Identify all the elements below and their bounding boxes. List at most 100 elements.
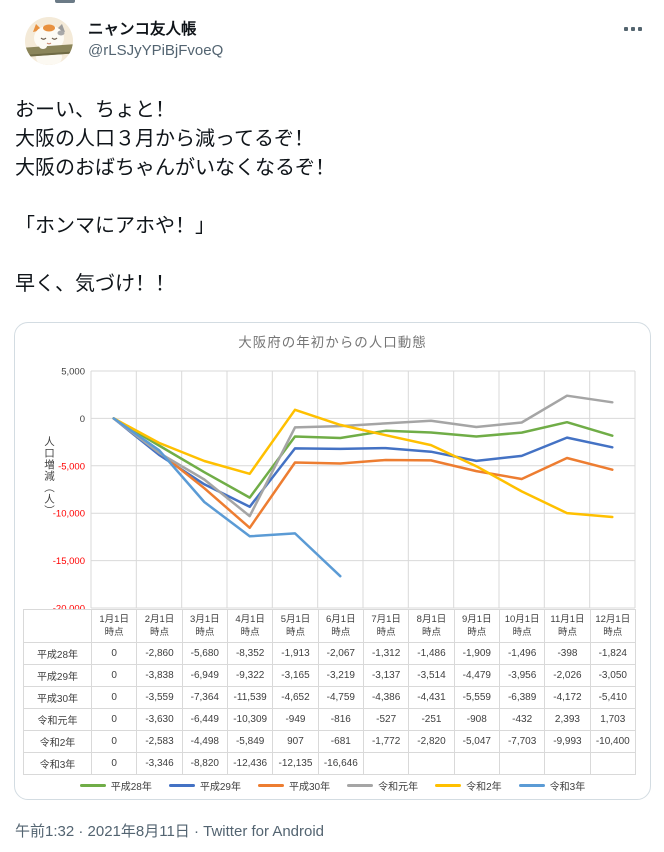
legend-line-swatch [258, 784, 284, 787]
more-button[interactable] [620, 23, 646, 35]
x-axis-label: 10月1日 時点 [498, 609, 546, 643]
value-cell: -2,067 [317, 642, 364, 665]
y-axis-tick-label: 0 [80, 414, 85, 425]
value-cell: -3,165 [272, 664, 319, 687]
series-row-label: 平成29年 [23, 664, 92, 687]
value-cell: -3,219 [317, 664, 364, 687]
avatar[interactable] [25, 17, 73, 65]
y-axis-tick-label: -5,000 [58, 461, 85, 472]
legend-item-平成28年: 平成28年 [79, 778, 152, 793]
value-cell: -10,309 [226, 708, 274, 731]
value-cell: -432 [498, 708, 546, 731]
x-axis-label: 3月1日 時点 [181, 609, 228, 643]
series-line-平成30年 [112, 417, 614, 530]
value-cell [453, 752, 500, 775]
value-cell: -5,047 [453, 730, 500, 753]
value-cell: -251 [408, 708, 455, 731]
y-axis-tick-label: -10,000 [53, 509, 85, 520]
y-axis-tick-label: 5,000 [61, 367, 85, 378]
chart-title: 大阪府の年初からの人口動態 [238, 335, 427, 350]
value-cell: -12,135 [272, 752, 319, 775]
value-cell: -1,496 [498, 642, 546, 665]
value-cell: -3,514 [408, 664, 455, 687]
value-cell: -4,498 [181, 730, 228, 753]
value-cell: -2,820 [408, 730, 455, 753]
series-row-label: 平成30年 [23, 686, 92, 709]
tweet-text: おーい、ちょと！ 大阪の人口３月から減ってるぞ！ 大阪のおばちゃんがいなくなるぞ… [15, 99, 335, 295]
value-cell: -4,759 [317, 686, 364, 709]
value-cell: -3,346 [136, 752, 183, 775]
legend-line-swatch [168, 784, 195, 787]
value-cell: -9,993 [544, 730, 591, 753]
clipped-content-artifact [55, 0, 75, 3]
series-line-令和元年 [112, 394, 614, 518]
value-cell: -6,449 [181, 708, 228, 731]
value-cell: 907 [272, 730, 319, 753]
tweet-image-chart[interactable]: 5,000 0 -5,000 -10,000 -15,000 -20,000 大阪府の年初… [14, 322, 651, 800]
table-row-令和2年: 令和2年 0 -2,583 -4,498 -5,849 907 -681 -1,772 -2,8… [23, 730, 636, 753]
value-cell: -6,389 [498, 686, 546, 709]
more-horizontal-icon [624, 27, 628, 31]
legend-label: 令和元年 [378, 782, 419, 793]
value-cell: -908 [453, 708, 500, 731]
legend-item-平成29年: 平成29年 [168, 778, 241, 793]
x-axis-label: 6月1日 時点 [317, 609, 364, 643]
x-axis-label: 12月1日 時点 [589, 609, 636, 643]
value-cell: -4,431 [408, 686, 455, 709]
user-handle: @rLSJyYPiBjFvoeQ [88, 42, 224, 59]
value-cell: -4,172 [544, 686, 591, 709]
x-axis-label: 1月1日 時点 [90, 609, 138, 643]
value-cell: 1,703 [589, 708, 636, 731]
table-row-平成28年: 平成28年 0 -2,860 -5,680 -8,352 -1,913 -2,067 -1,3… [23, 642, 636, 665]
value-cell: -12,436 [226, 752, 274, 775]
value-cell [498, 752, 546, 775]
legend-label: 平成29年 [199, 782, 241, 793]
value-cell: -5,680 [181, 642, 228, 665]
x-axis-label: 8月1日 時点 [408, 609, 455, 643]
display-name[interactable]: ニャンコ友人帳 [88, 21, 197, 38]
legend-line-swatch [518, 784, 545, 787]
line-chart-plot: 5,000 0 -5,000 -10,000 -15,000 -20,000 [53, 367, 636, 610]
legend-label: 令和3年 [549, 782, 586, 793]
x-axis-label: 2月1日 時点 [136, 609, 183, 643]
chart-data-table: 1月1日 時点 2月1日 時点 3月1日 時点 4月1日 時点 5月1日 時点 6月1日 時点 7月1日… [23, 609, 636, 775]
value-cell: -3,559 [136, 686, 183, 709]
value-cell: -8,820 [181, 752, 228, 775]
legend-item-令和3年: 令和3年 [518, 778, 586, 793]
series-row-label: 令和3年 [23, 752, 92, 775]
series-line-平成28年 [112, 417, 614, 499]
tweet-timestamp: 午前1:32 · 2021年8月11日 · Twitter for Androi… [15, 823, 325, 840]
tweet-header: ニャンコ友人帳 @rLSJyYPiBjFvoeQ [25, 17, 650, 65]
y-axis-tick-label: -20,000 [53, 604, 85, 610]
x-axis-label: 4月1日 時点 [226, 609, 274, 643]
legend-item-平成30年: 平成30年 [258, 778, 330, 793]
value-cell: -3,956 [498, 664, 546, 687]
x-axis-header-row: 1月1日 時点 2月1日 時点 3月1日 時点 4月1日 時点 5月1日 時点 6月1日 時点 7月1日… [23, 609, 636, 643]
x-axis-label: 9月1日 時点 [453, 609, 500, 643]
value-cell: -527 [362, 708, 410, 731]
value-cell: 0 [90, 642, 138, 665]
chart-legend: 平成28年 平成29年 平成30年 令和元年 令和2年 令和3年 [15, 778, 650, 793]
value-cell: -5,410 [589, 686, 636, 709]
value-cell: 0 [90, 752, 138, 775]
legend-label: 平成28年 [110, 782, 152, 793]
value-cell: -3,838 [136, 664, 183, 687]
value-cell: -949 [272, 708, 319, 731]
value-cell: -11,539 [226, 686, 274, 709]
table-row-令和3年: 令和3年 0 -3,346 -8,820 -12,436 -12,135 -16,646 [23, 752, 636, 775]
value-cell: -681 [317, 730, 364, 753]
value-cell: -2,026 [544, 664, 591, 687]
legend-line-swatch [79, 784, 106, 787]
value-cell: -4,479 [453, 664, 500, 687]
value-cell: -6,949 [181, 664, 228, 687]
value-cell: 0 [90, 730, 138, 753]
value-cell: -4,652 [272, 686, 319, 709]
name-block: ニャンコ友人帳 @rLSJyYPiBjFvoeQ [88, 20, 223, 61]
table-row-令和元年: 令和元年 0 -3,630 -6,449 -10,309 -949 -816 -527 -251… [23, 708, 636, 731]
series-row-label: 令和2年 [23, 730, 92, 753]
series-line-平成29年 [112, 417, 614, 509]
value-cell: -4,386 [362, 686, 410, 709]
legend-item-令和元年: 令和元年 [347, 778, 418, 793]
value-cell: -1,824 [589, 642, 636, 665]
